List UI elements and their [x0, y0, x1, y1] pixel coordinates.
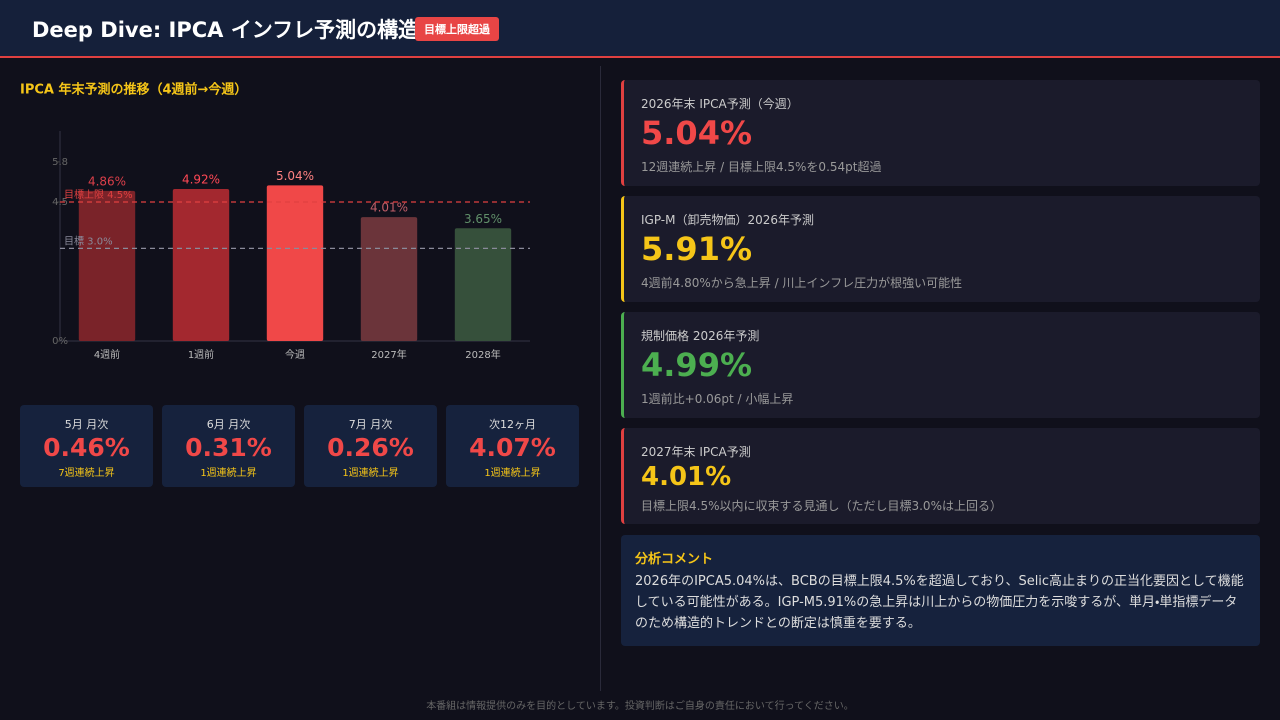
card-value: 5.04% — [641, 114, 753, 152]
x-tick-label: 2027年 — [371, 348, 406, 361]
value-label: 4.92% — [182, 173, 220, 187]
kpi-card: 規制価格 2026年予測 4.99% 1週前比+0.06pt / 小幅上昇 — [621, 312, 1260, 418]
card-label: 規制価格 2026年予測 — [641, 329, 760, 343]
card-note: 目標上限4.5%以内に収束する見通し（ただし目標3.0%は上回る） — [641, 499, 1002, 513]
y-tick-label: 5.8 — [52, 157, 68, 168]
stat-label: 6月 月次 — [206, 418, 251, 431]
stat-value: 0.26% — [327, 433, 414, 462]
card-label: 2027年末 IPCA予測 — [641, 445, 751, 459]
kpi-card: 2026年末 IPCA予測（今週） 5.04% 12週連続上昇 / 目標上限4.5%… — [621, 80, 1260, 186]
card-note: 1週前比+0.06pt / 小幅上昇 — [641, 392, 794, 406]
card-note: 12週連続上昇 / 目標上限4.5%を0.54pt超過 — [641, 160, 882, 174]
bar — [172, 189, 230, 341]
stat-label: 7月 月次 — [348, 418, 393, 431]
stat-box: 次12ヶ月 4.07% 1週連続上昇 — [446, 405, 579, 487]
card-note: 4週前4.80%から急上昇 / 川上インフレ圧力が根強い可能性 — [641, 276, 963, 290]
y-tick-label: 0% — [52, 336, 68, 347]
stat-note: 1週連続上昇 — [342, 468, 399, 479]
card-label: 2026年末 IPCA予測（今週） — [641, 97, 799, 111]
chart: IPCA 年末予測の推移（4週前→今週） 0%4.55.84.86%4週前4.9… — [20, 82, 530, 361]
stat-label: 5月 月次 — [64, 418, 109, 431]
page-title: Deep Dive: IPCA インフレ予測の構造 — [32, 18, 420, 42]
x-tick-label: 今週 — [285, 348, 305, 361]
bar — [78, 190, 136, 341]
comment-box: 分析コメント 2026年のIPCA5.04%は、BCBの目標上限4.5%を超過し… — [621, 535, 1260, 646]
kpi-card: IGP-M（卸売物価）2026年予測 5.91% 4週前4.80%から急上昇 / 川… — [621, 196, 1260, 302]
divider — [600, 66, 601, 691]
stat-value: 0.46% — [43, 433, 130, 462]
card-value: 5.91% — [641, 230, 753, 268]
x-tick-label: 2028年 — [465, 348, 500, 361]
reference-label: 目標 3.0% — [64, 234, 113, 247]
stat-note: 1週連続上昇 — [484, 468, 541, 479]
value-label: 3.65% — [464, 212, 502, 226]
card-label: IGP-M（卸売物価）2026年予測 — [641, 213, 815, 227]
comment-text: 2026年のIPCA5.04%は、BCBの目標上限4.5%を超過しており、Sel… — [635, 574, 1244, 631]
x-tick-label: 1週前 — [188, 348, 214, 361]
stat-note: 7週連続上昇 — [58, 468, 115, 479]
status-badge: 目標上限超過 — [415, 17, 499, 41]
stat-box: 7月 月次 0.26% 1週連続上昇 — [304, 405, 437, 487]
stat-label: 次12ヶ月 — [489, 418, 536, 431]
card-value: 4.01% — [641, 462, 732, 492]
card-value: 4.99% — [641, 346, 753, 384]
x-tick-label: 4週前 — [94, 348, 120, 361]
footer: 本番組は情報提供のみを目的としています。投資判断はご自身の責任において行ってくだ… — [426, 701, 854, 712]
bar — [360, 217, 418, 341]
stat-box: 5月 月次 0.46% 7週連続上昇 — [20, 405, 153, 487]
comment-title: 分析コメント — [635, 552, 714, 567]
stat-note: 1週連続上昇 — [200, 468, 257, 479]
reference-label: 目標上限 4.5% — [64, 188, 133, 201]
stat-box: 6月 月次 0.31% 1週連続上昇 — [162, 405, 295, 487]
value-label: 4.86% — [88, 174, 126, 188]
kpi-card: 2027年末 IPCA予測 4.01% 目標上限4.5%以内に収束する見通し（ただし… — [621, 428, 1260, 524]
bar — [454, 228, 512, 341]
stat-value: 0.31% — [185, 433, 272, 462]
bar — [266, 185, 324, 341]
value-label: 5.04% — [276, 169, 314, 183]
value-label: 4.01% — [370, 201, 408, 215]
header: Deep Dive: IPCA インフレ予測の構造 目標上限超過 — [0, 0, 1280, 58]
stat-value: 4.07% — [469, 433, 556, 462]
chart-title: IPCA 年末予測の推移（4週前→今週） — [20, 82, 247, 98]
